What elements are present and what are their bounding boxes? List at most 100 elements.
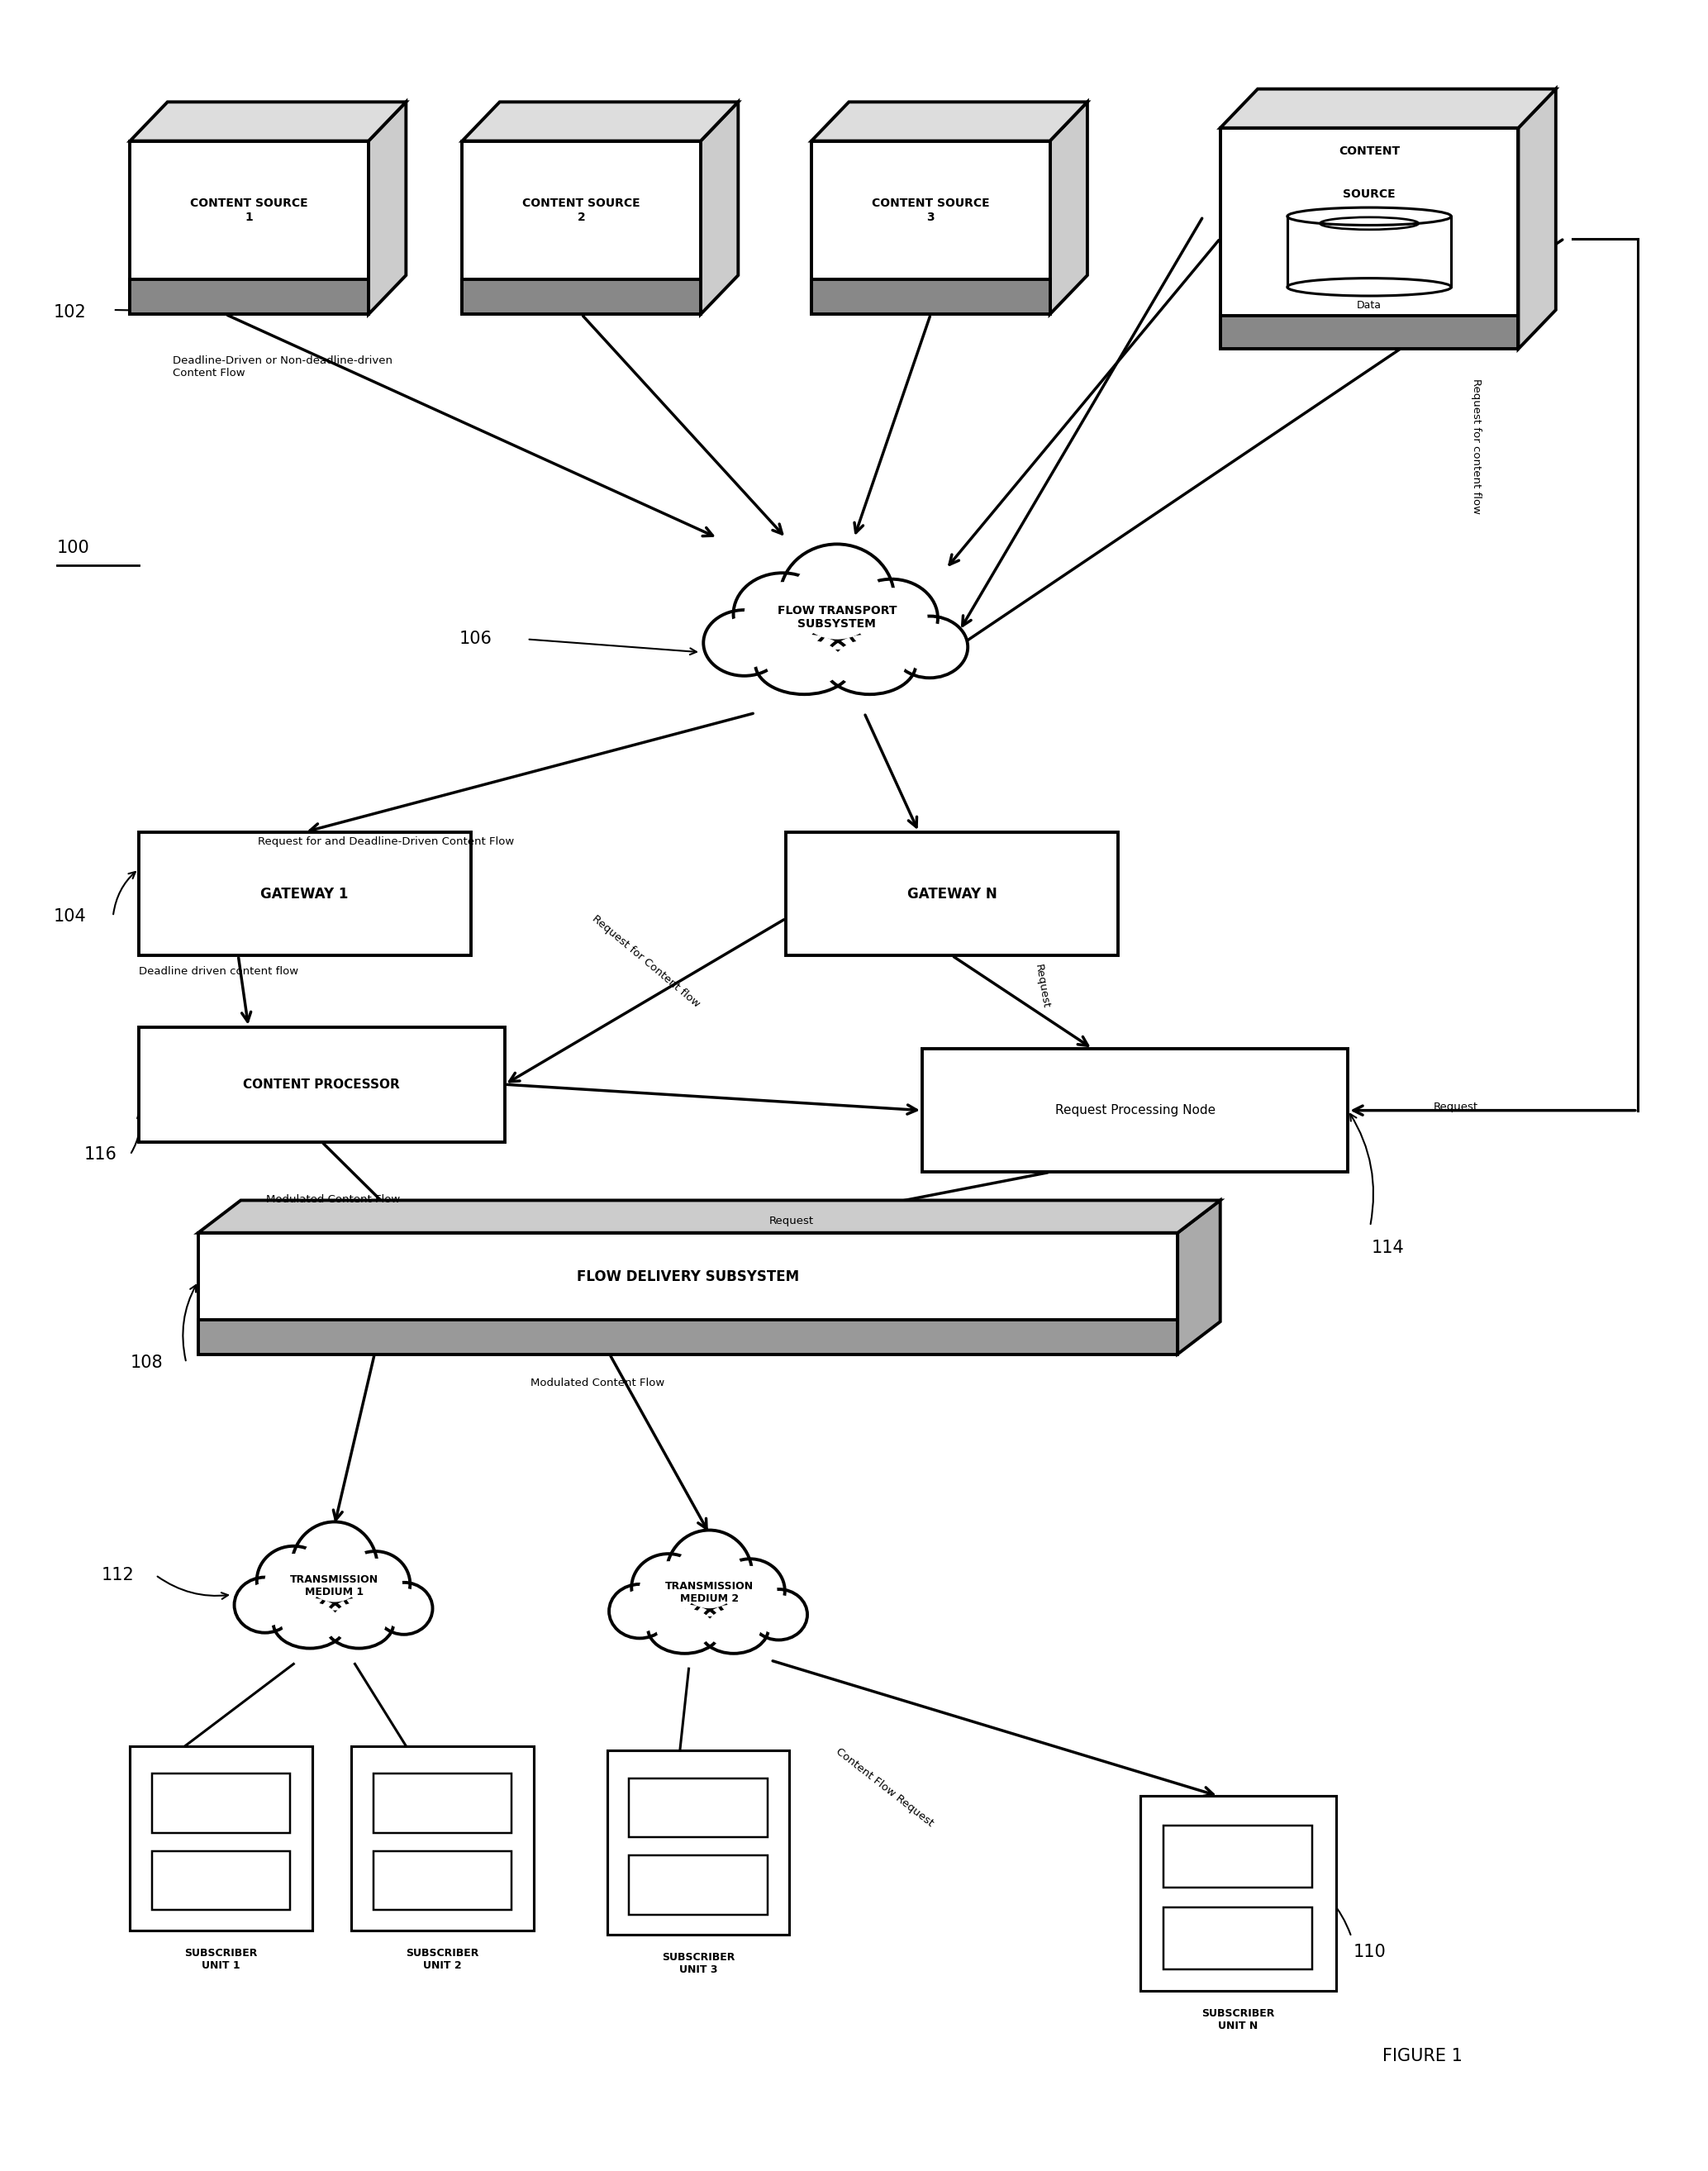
Bar: [152, 1774, 290, 1832]
Polygon shape: [700, 102, 738, 315]
Text: FIGURE 1: FIGURE 1: [1382, 2047, 1462, 2065]
Text: Request: Request: [769, 1216, 813, 1227]
Text: 114: 114: [1372, 1240, 1404, 1257]
Ellipse shape: [755, 632, 854, 695]
Bar: [1163, 1906, 1312, 1969]
Bar: [629, 1856, 767, 1915]
Ellipse shape: [639, 1561, 697, 1613]
Bar: [1141, 1795, 1336, 1991]
Ellipse shape: [282, 1602, 338, 1643]
Ellipse shape: [241, 1583, 289, 1626]
Text: GATEWAY 1: GATEWAY 1: [261, 886, 348, 901]
Bar: [198, 1320, 1177, 1355]
Ellipse shape: [676, 1539, 743, 1609]
Text: 110: 110: [1353, 1943, 1385, 1960]
Ellipse shape: [656, 1609, 714, 1648]
Bar: [130, 141, 369, 315]
Ellipse shape: [632, 1554, 705, 1622]
Bar: [374, 1852, 512, 1910]
Ellipse shape: [856, 588, 927, 649]
Ellipse shape: [273, 1596, 347, 1648]
Text: Deadline driven content flow: Deadline driven content flow: [138, 966, 299, 977]
Bar: [629, 1778, 767, 1837]
Ellipse shape: [376, 1583, 432, 1635]
Bar: [138, 831, 471, 955]
Text: Request: Request: [1433, 1103, 1477, 1112]
Ellipse shape: [331, 1602, 386, 1643]
Ellipse shape: [823, 632, 915, 695]
Polygon shape: [1177, 1201, 1220, 1355]
Text: 102: 102: [53, 304, 85, 321]
Ellipse shape: [647, 1602, 721, 1654]
Ellipse shape: [1288, 278, 1452, 295]
Text: 106: 106: [459, 632, 492, 647]
Bar: [606, 1750, 789, 1934]
Ellipse shape: [707, 1609, 760, 1648]
Text: Content Flow Request: Content Flow Request: [834, 1745, 936, 1828]
Ellipse shape: [733, 573, 832, 656]
Text: SUBSCRIBER
UNIT 1: SUBSCRIBER UNIT 1: [184, 1947, 258, 1971]
Polygon shape: [1220, 89, 1556, 128]
Bar: [463, 280, 700, 315]
Bar: [463, 141, 700, 315]
Text: Request Processing Node: Request Processing Node: [1056, 1105, 1216, 1116]
Text: CONTENT SOURCE
1: CONTENT SOURCE 1: [190, 198, 307, 224]
Polygon shape: [463, 102, 738, 141]
Ellipse shape: [1288, 208, 1452, 226]
Bar: [1220, 128, 1518, 350]
Bar: [130, 1745, 313, 1930]
Bar: [922, 1049, 1348, 1172]
Text: 108: 108: [130, 1355, 162, 1372]
Text: SOURCE: SOURCE: [1342, 189, 1395, 200]
Text: Request for Content flow: Request for Content flow: [589, 914, 702, 1010]
Bar: [1163, 1826, 1312, 1889]
Ellipse shape: [699, 1602, 769, 1654]
Ellipse shape: [750, 1589, 808, 1639]
Text: TRANSMISSION
MEDIUM 1: TRANSMISSION MEDIUM 1: [290, 1574, 379, 1598]
Ellipse shape: [845, 580, 938, 658]
Bar: [374, 1774, 512, 1832]
Ellipse shape: [610, 1585, 670, 1639]
Ellipse shape: [292, 1522, 377, 1611]
Text: 104: 104: [53, 907, 85, 925]
Text: FLOW DELIVERY SUBSYSTEM: FLOW DELIVERY SUBSYSTEM: [577, 1270, 799, 1283]
Text: Data: Data: [1356, 300, 1382, 310]
Bar: [352, 1745, 535, 1930]
Text: 112: 112: [101, 1567, 133, 1583]
Polygon shape: [198, 1201, 1220, 1233]
Text: Request for and Deadline-Driven Content Flow: Request for and Deadline-Driven Content …: [258, 836, 514, 847]
Ellipse shape: [666, 1531, 752, 1617]
Bar: [138, 1027, 506, 1142]
Bar: [1288, 217, 1452, 287]
Text: SUBSCRIBER
UNIT N: SUBSCRIBER UNIT N: [1202, 2008, 1274, 2032]
Ellipse shape: [781, 545, 895, 651]
Bar: [811, 141, 1050, 315]
Ellipse shape: [381, 1589, 427, 1628]
Text: Deadline-Driven or Non-deadline-driven
Content Flow: Deadline-Driven or Non-deadline-driven C…: [173, 356, 393, 378]
Ellipse shape: [340, 1552, 410, 1617]
Ellipse shape: [704, 610, 786, 675]
Polygon shape: [811, 102, 1088, 141]
Ellipse shape: [712, 617, 775, 669]
Bar: [786, 831, 1119, 955]
Ellipse shape: [716, 1559, 786, 1624]
Ellipse shape: [757, 1596, 801, 1635]
Polygon shape: [1050, 102, 1088, 315]
Bar: [198, 1233, 1177, 1355]
Bar: [130, 280, 369, 315]
Text: Modulated Content Flow: Modulated Content Flow: [266, 1194, 400, 1205]
Ellipse shape: [234, 1578, 295, 1633]
Text: Request: Request: [1033, 964, 1050, 1010]
Ellipse shape: [265, 1554, 323, 1609]
Ellipse shape: [617, 1589, 664, 1633]
Text: CONTENT PROCESSOR: CONTENT PROCESSOR: [243, 1079, 400, 1090]
Ellipse shape: [722, 1565, 777, 1615]
Ellipse shape: [745, 582, 822, 647]
Ellipse shape: [834, 640, 905, 688]
Ellipse shape: [793, 556, 881, 640]
Bar: [1220, 315, 1518, 350]
Text: 116: 116: [84, 1146, 118, 1164]
Ellipse shape: [348, 1559, 403, 1611]
Text: SUBSCRIBER
UNIT 3: SUBSCRIBER UNIT 3: [661, 1952, 734, 1976]
Ellipse shape: [256, 1546, 330, 1615]
